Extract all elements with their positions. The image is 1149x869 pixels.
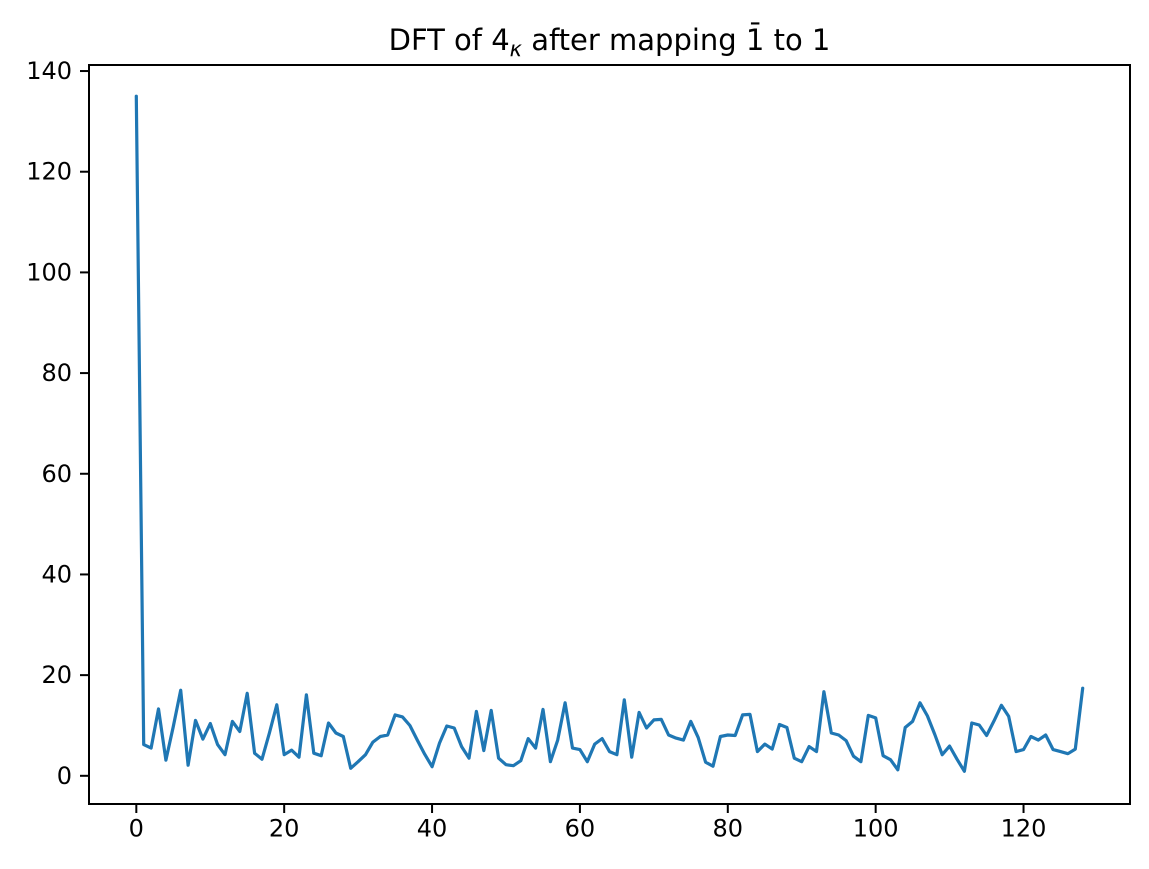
y-axis-tick-label: 80: [41, 359, 72, 387]
data-line: [134, 94, 1085, 773]
y-axis-tick-label: 120: [26, 158, 72, 186]
chart-title-kappa-subscript: κ: [509, 36, 522, 61]
x-axis-tick-label: 100: [853, 815, 899, 843]
chart-title-prefix: DFT of 4: [388, 23, 510, 57]
x-axis-tick-label: 60: [565, 815, 596, 843]
chart-title: DFT of 4κ after mapping 1̄ to 1: [89, 22, 1130, 61]
y-axis-tick-label: 60: [41, 460, 72, 488]
plot-border: [88, 64, 1131, 805]
x-axis-tick-label: 20: [269, 815, 300, 843]
y-axis-tick-label: 140: [26, 57, 72, 85]
chart-title-suffix: after mapping 1̄ to 1: [521, 23, 831, 57]
y-axis-tick-label: 40: [41, 560, 72, 588]
y-axis-tick-label: 20: [41, 661, 72, 689]
x-axis-tick-label: 0: [129, 815, 144, 843]
x-axis-tick-label: 80: [713, 815, 744, 843]
y-axis-tick-label: 100: [26, 258, 72, 286]
y-axis-tick-label: 0: [57, 762, 72, 790]
x-axis-tick-label: 40: [417, 815, 448, 843]
x-axis-tick-label: 120: [1001, 815, 1047, 843]
